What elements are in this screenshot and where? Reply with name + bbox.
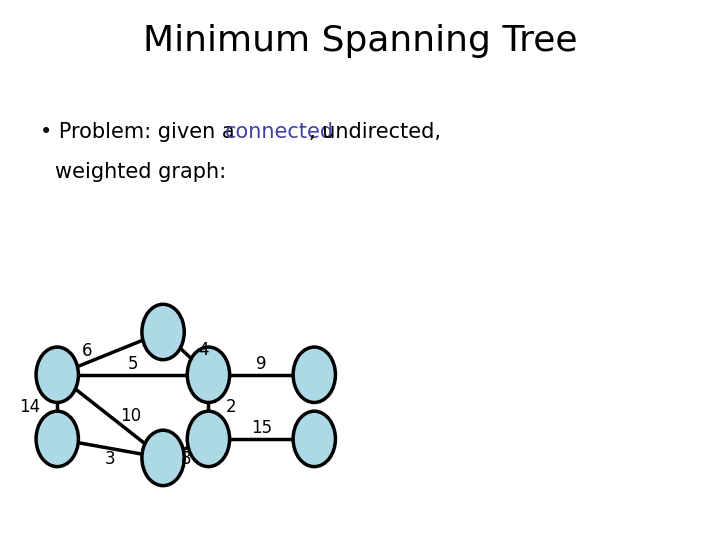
- Text: Minimum Spanning Tree: Minimum Spanning Tree: [143, 24, 577, 58]
- Text: 3: 3: [105, 450, 115, 468]
- Text: 15: 15: [251, 419, 272, 437]
- Text: 8: 8: [181, 450, 191, 468]
- Text: 2: 2: [226, 398, 236, 416]
- Ellipse shape: [36, 347, 78, 402]
- Text: 6: 6: [82, 342, 93, 360]
- Ellipse shape: [187, 347, 230, 402]
- Ellipse shape: [293, 411, 336, 467]
- Text: weighted graph:: weighted graph:: [55, 162, 227, 182]
- Ellipse shape: [187, 411, 230, 467]
- Ellipse shape: [293, 347, 336, 402]
- Text: • Problem: given a: • Problem: given a: [40, 122, 241, 141]
- Text: 5: 5: [127, 355, 138, 373]
- Ellipse shape: [142, 430, 184, 485]
- Text: connected: connected: [225, 122, 334, 141]
- Text: 10: 10: [120, 407, 141, 426]
- Text: 4: 4: [198, 341, 209, 359]
- Text: 14: 14: [19, 398, 40, 416]
- Ellipse shape: [142, 304, 184, 360]
- Text: , undirected,: , undirected,: [309, 122, 441, 141]
- Ellipse shape: [36, 411, 78, 467]
- Text: 9: 9: [256, 355, 266, 373]
